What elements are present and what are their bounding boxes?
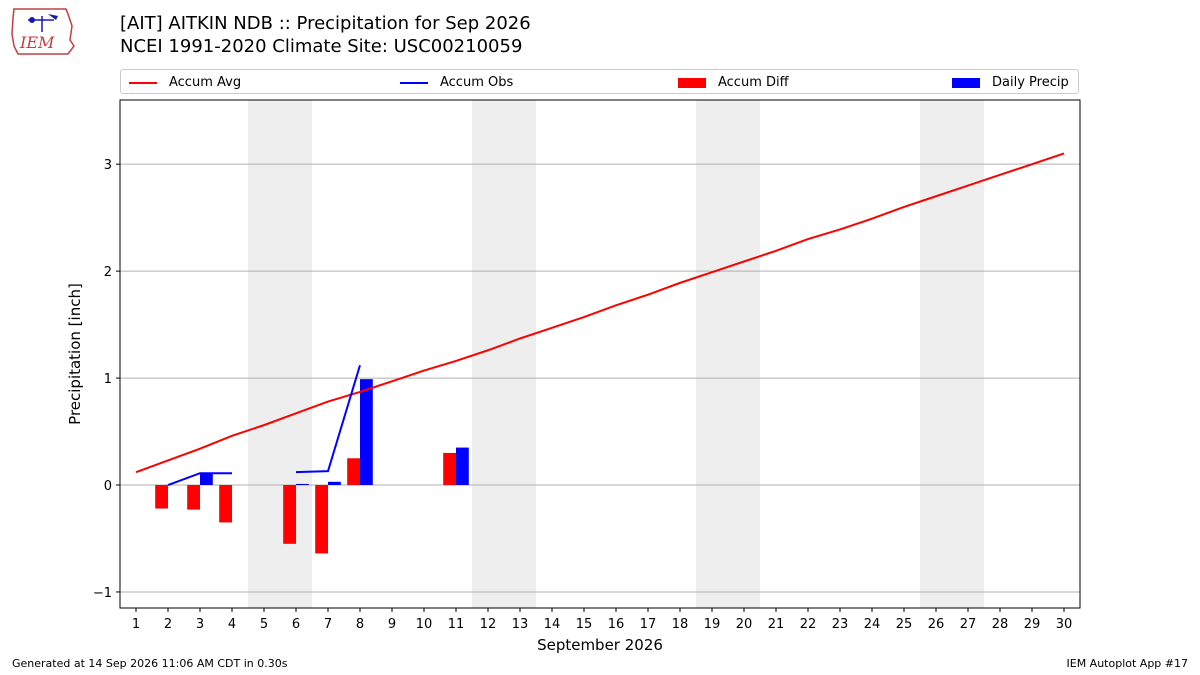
x-tick-label: 4 <box>228 617 236 632</box>
legend-label-accum-obs: Accum Obs <box>440 75 514 90</box>
x-tick-label: 21 <box>768 617 785 632</box>
x-tick-label: 25 <box>896 617 913 632</box>
legend-item-accum-diff: Accum Diff <box>678 70 789 95</box>
legend-item-accum-avg: Accum Avg <box>129 70 241 95</box>
x-tick-label: 28 <box>992 617 1009 632</box>
x-tick-label: 3 <box>196 617 204 632</box>
x-tick-label: 23 <box>832 617 849 632</box>
legend-swatch-daily-precip <box>952 77 980 88</box>
footer-app: IEM Autoplot App #17 <box>1066 657 1189 670</box>
plot-frame <box>119 99 1081 609</box>
bars <box>155 379 469 554</box>
bar-accum-diff-4 <box>219 485 232 523</box>
weekend-shading <box>248 100 984 608</box>
line-accum-obs-seg-2 <box>295 364 361 474</box>
line-accum-avg <box>135 152 1065 474</box>
x-tick-label: 26 <box>928 617 945 632</box>
x-tick-label: 9 <box>388 617 396 632</box>
legend-swatch-accum-avg <box>129 81 157 84</box>
x-tick-label: 1 <box>132 617 140 632</box>
bar-accum-diff-11 <box>443 452 456 486</box>
bar-daily-precip-8 <box>360 379 373 486</box>
x-tick-label: 16 <box>608 617 625 632</box>
weekend-band-2 <box>472 100 536 608</box>
y-tick-label: −1 <box>93 586 112 601</box>
bar-accum-diff-8 <box>347 458 360 486</box>
x-tick-label: 13 <box>512 617 529 632</box>
bar-daily-precip-11 <box>456 447 469 486</box>
iem-logo: IEM <box>11 8 75 55</box>
x-tick-label: 18 <box>672 617 689 632</box>
bar-daily-precip-3 <box>200 473 213 486</box>
lines <box>135 152 1065 486</box>
x-tick-label: 2 <box>164 617 172 632</box>
footer-generated: Generated at 14 Sep 2026 11:06 AM CDT in… <box>12 657 288 670</box>
legend-swatch-accum-obs <box>400 81 428 84</box>
x-tick-label: 14 <box>544 617 561 632</box>
title-line-1: [AIT] AITKIN NDB :: Precipitation for Se… <box>120 13 531 34</box>
x-tick-label: 20 <box>736 617 753 632</box>
weekend-band-3 <box>696 100 760 608</box>
y-tick-label: 2 <box>104 265 112 280</box>
x-tick-label: 10 <box>416 617 433 632</box>
line-accum-obs-seg-1 <box>167 472 232 486</box>
x-tick-label: 8 <box>356 617 364 632</box>
legend-item-accum-obs: Accum Obs <box>400 70 513 95</box>
bar-accum-diff-7 <box>315 485 328 554</box>
bar-daily-precip-6 <box>296 483 309 486</box>
x-axis-label: September 2026 <box>537 636 663 654</box>
y-ticks: −1 0 1 2 3 <box>93 158 120 601</box>
x-tick-label: 7 <box>324 617 332 632</box>
bar-daily-precip-7 <box>328 481 341 486</box>
y-tick-label: 3 <box>104 158 112 173</box>
weekend-band-1 <box>248 100 312 608</box>
x-ticks: 1 2 3 4 5 6 7 8 9 10 11 12 13 14 15 16 17 18 19 20 21 22 23 24 2… <box>132 608 1072 632</box>
x-tick-label: 6 <box>292 617 300 632</box>
x-tick-label: 29 <box>1024 617 1041 632</box>
legend-item-daily-precip: Daily Precip <box>952 70 1069 95</box>
y-axis-label: Precipitation [inch] <box>66 283 84 425</box>
weekend-band-4 <box>920 100 984 608</box>
legend-label-accum-diff: Accum Diff <box>718 75 789 90</box>
x-tick-label: 24 <box>864 617 881 632</box>
x-tick-label: 22 <box>800 617 817 632</box>
x-tick-label: 27 <box>960 617 977 632</box>
x-tick-label: 19 <box>704 617 721 632</box>
x-tick-label: 30 <box>1056 617 1073 632</box>
chart-title: [AIT] AITKIN NDB :: Precipitation for Se… <box>120 12 531 58</box>
bar-accum-diff-2 <box>155 485 168 509</box>
x-tick-label: 11 <box>448 617 465 632</box>
bar-accum-diff-6 <box>283 485 296 544</box>
legend-label-daily-precip: Daily Precip <box>992 75 1069 90</box>
y-gridlines <box>120 163 1080 593</box>
chart-legend: Accum Avg Accum Obs Accum Diff Daily Pre… <box>120 69 1079 94</box>
y-tick-label: 0 <box>104 479 112 494</box>
title-line-2: NCEI 1991-2020 Climate Site: USC00210059 <box>120 36 523 57</box>
x-tick-label: 17 <box>640 617 657 632</box>
x-tick-label: 12 <box>480 617 497 632</box>
logo-text: IEM <box>19 33 55 52</box>
bar-accum-diff-3 <box>187 485 200 510</box>
y-tick-label: 1 <box>104 372 112 387</box>
legend-swatch-accum-diff <box>678 77 706 88</box>
legend-label-accum-avg: Accum Avg <box>169 75 242 90</box>
x-tick-label: 5 <box>260 617 268 632</box>
x-tick-label: 15 <box>576 617 593 632</box>
